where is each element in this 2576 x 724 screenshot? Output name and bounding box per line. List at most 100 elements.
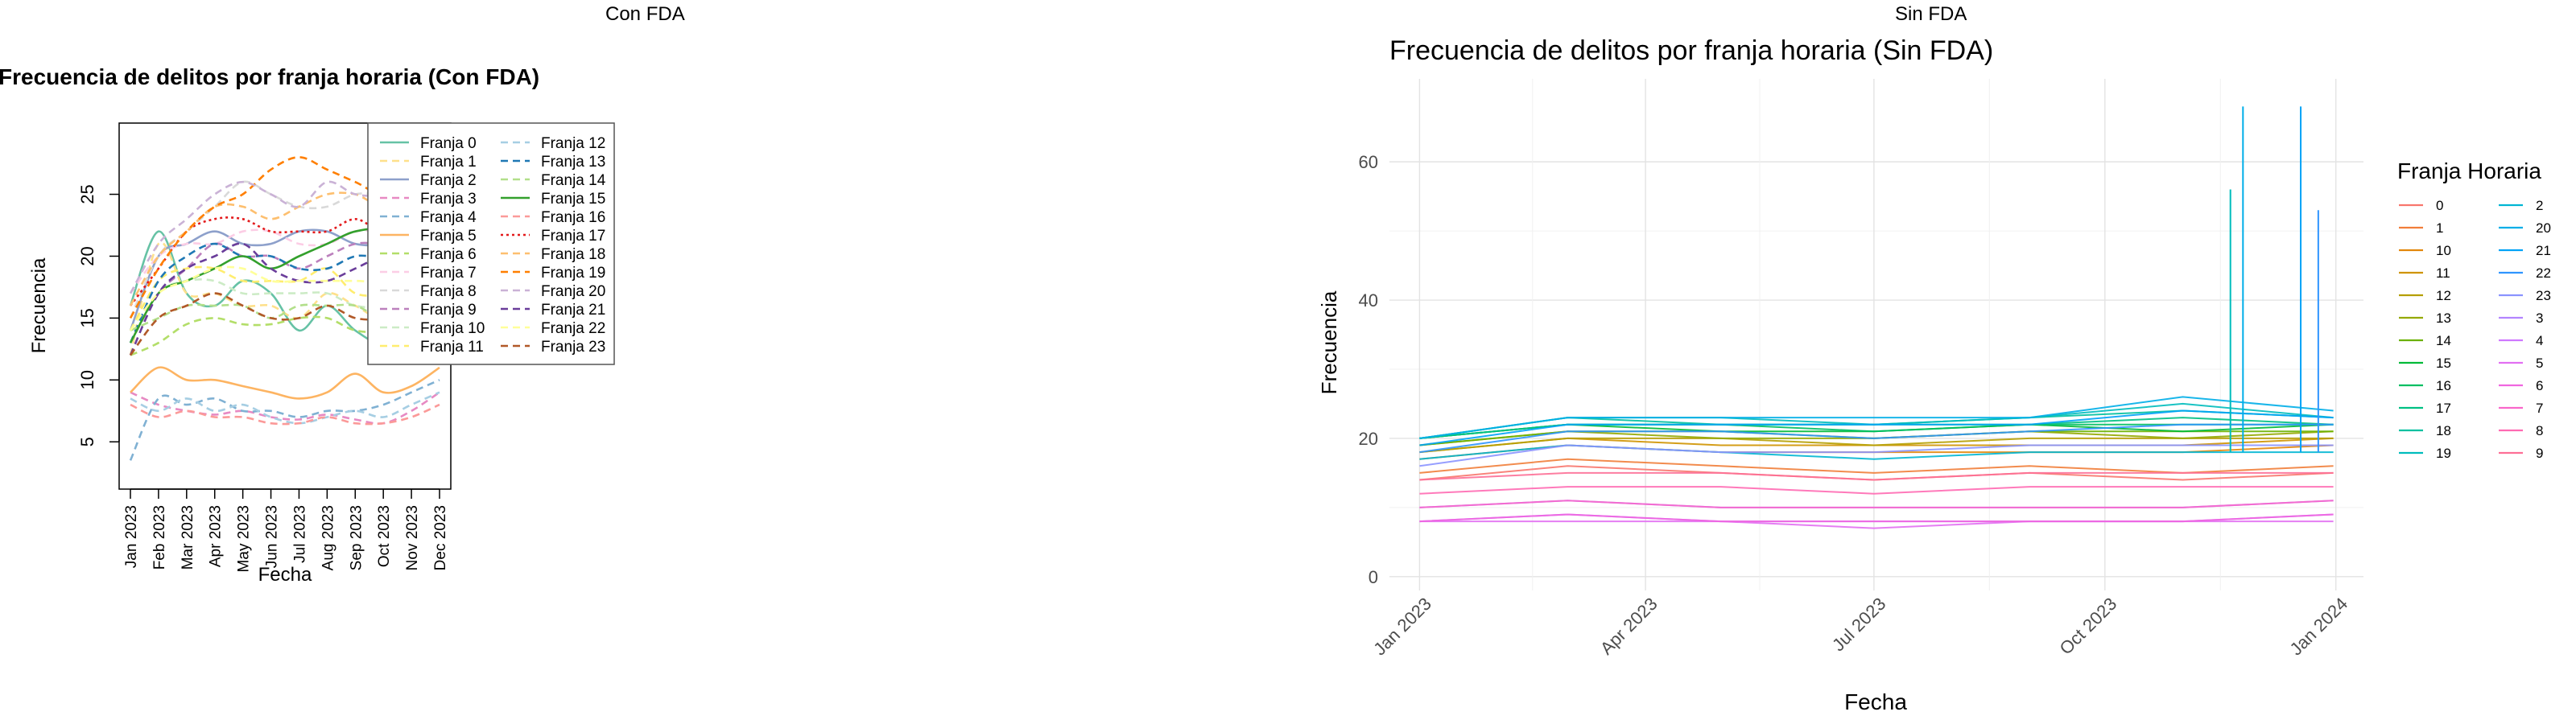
x-tick-label: Apr 2023	[1596, 594, 1662, 659]
legend-label: Franja 17	[541, 228, 605, 245]
x-axis-label: Fecha	[258, 564, 312, 586]
legend-label: Franja 6	[420, 246, 477, 263]
legend-label: Franja 12	[541, 135, 605, 152]
x-tick-label: May 2023	[236, 505, 253, 572]
y-tick-label: 5	[77, 437, 97, 446]
legend-label: Franja 1	[420, 154, 477, 171]
x-tick-label: Jul 2023	[292, 505, 309, 563]
legend-label: 3	[2536, 311, 2543, 326]
legend-box	[367, 122, 615, 365]
legend-label: 2	[2536, 198, 2543, 213]
series-line	[130, 391, 440, 425]
legend-label: 1	[2436, 220, 2443, 236]
x-tick-label: Jan 2023	[123, 505, 140, 568]
series-line	[129, 179, 440, 294]
x-tick-label: Oct 2023	[2056, 594, 2121, 659]
legend-label: 9	[2536, 446, 2543, 461]
legend-label: Franja 23	[541, 339, 605, 356]
x-tick-label: Apr 2023	[208, 505, 225, 567]
legend-label: 20	[2536, 220, 2551, 236]
x-tick-label: Nov 2023	[404, 505, 421, 570]
legend-label: Franja 4	[420, 209, 477, 226]
series-line	[1419, 486, 2334, 495]
legend-label: Franja 19	[541, 265, 605, 282]
legend-label: Franja 16	[541, 209, 605, 226]
x-tick-label: Oct 2023	[376, 505, 393, 567]
series-line	[1419, 444, 2334, 467]
x-tick-label: Jul 2023	[1828, 594, 1890, 656]
plot-panel	[1389, 79, 2363, 590]
legend-title: Franja Horaria	[2397, 158, 2541, 183]
y-axis-label: Frecuencia	[28, 257, 50, 353]
x-tick-label: Feb 2023	[151, 505, 168, 570]
legend-label: Franja 15	[541, 191, 605, 208]
legend-label: Franja 2	[420, 172, 477, 189]
y-axis-label: Frecuencia	[1317, 290, 1341, 394]
series-line	[1419, 513, 2334, 523]
legend-label: 8	[2536, 423, 2543, 438]
x-tick-label: Aug 2023	[320, 505, 336, 570]
panel-heading-right: Sin FDA	[1895, 3, 1967, 25]
legend-label: 7	[2536, 401, 2543, 416]
legend-label: 11	[2436, 265, 2450, 281]
series-line	[130, 391, 440, 425]
x-axis-label: Fecha	[1844, 689, 1907, 714]
x-tick-label: Sep 2023	[348, 505, 365, 570]
panel-heading-left: Con FDA	[605, 3, 685, 25]
legend-label: Franja 11	[420, 339, 484, 356]
legend-label: Franja 14	[541, 172, 606, 189]
legend-label: Franja 21	[541, 302, 605, 319]
x-tick-label: Jun 2023	[264, 505, 281, 568]
legend-label: Franja 18	[541, 246, 605, 263]
series-line	[1419, 471, 2334, 481]
legend-label: 0	[2436, 198, 2443, 213]
x-tick-label: Dec 2023	[432, 505, 449, 570]
chart-title: Frecuencia de delitos por franja horaria…	[1389, 35, 1993, 66]
legend-label: 22	[2536, 265, 2551, 281]
series-line	[1419, 500, 2334, 508]
y-tick-label: 15	[77, 308, 97, 327]
legend: Franja Horaria 0 1 10 11 12 13 14 15 16 17 18 19 2 20…	[2397, 158, 2551, 461]
y-tick-label: 0	[1368, 567, 1378, 587]
x-tick-label: Mar 2023	[180, 505, 196, 570]
series-line	[1419, 396, 2334, 439]
legend-label: 23	[2536, 288, 2551, 303]
chart-con-fda: 5 10 15 20 25 Jan 2023 Feb 2023 Mar 2023 Apr 20…	[0, 64, 615, 586]
y-tick-label: 20	[1359, 429, 1378, 449]
legend-label: 13	[2436, 311, 2451, 326]
series-line	[129, 205, 440, 306]
legend-label: 12	[2436, 288, 2451, 303]
y-tick-label: 10	[77, 370, 97, 389]
series-line	[1419, 423, 2334, 454]
legend-label: Franja 0	[420, 135, 477, 152]
legend-label: 19	[2436, 446, 2451, 461]
legend-label: Franja 7	[420, 265, 477, 282]
series-line	[129, 218, 440, 294]
series-line	[1419, 409, 2334, 446]
legend-label: 5	[2536, 356, 2543, 371]
legend-label: 14	[2436, 333, 2451, 348]
legend-label: 10	[2436, 243, 2451, 258]
legend-label: 4	[2536, 333, 2543, 348]
legend-label: Franja 3	[420, 191, 477, 208]
legend-label: Franja 8	[420, 283, 477, 300]
legend-label: Franja 22	[541, 320, 605, 337]
legend-label: Franja 10	[420, 320, 485, 337]
legend-label: 18	[2436, 423, 2451, 438]
y-tick-label: 25	[77, 184, 97, 204]
chart-title: Frecuencia de delitos por franja horaria…	[0, 64, 539, 89]
series-line	[129, 156, 440, 319]
legend-label: Franja 13	[541, 154, 605, 171]
legend-label: Franja 20	[541, 283, 605, 300]
series-line	[129, 241, 440, 356]
x-tick-label: Jan 2024	[2286, 594, 2352, 660]
legend-label: 6	[2536, 378, 2543, 393]
legend-label: 16	[2436, 378, 2451, 393]
legend-label: Franja 9	[420, 302, 477, 319]
x-tick-label: Jan 2023	[1369, 594, 1435, 660]
series-line	[130, 403, 440, 426]
legend-label: Franja 5	[420, 228, 477, 245]
legend-label: 15	[2436, 356, 2451, 371]
